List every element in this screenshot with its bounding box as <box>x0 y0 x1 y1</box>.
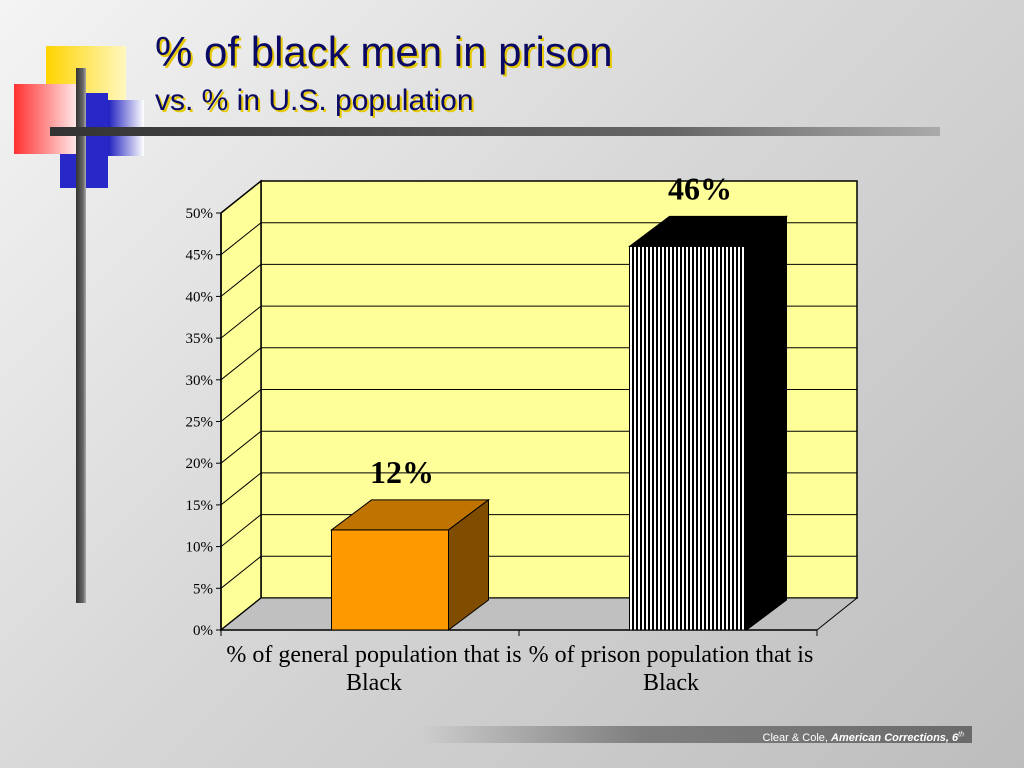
title: % of black men in prison <box>155 28 613 75</box>
subtitle: vs. % in U.S. population <box>155 84 474 117</box>
y-tick-label: 15% <box>186 498 214 514</box>
grid-line <box>220 180 857 214</box>
y-tick-label: 40% <box>186 289 214 305</box>
x-tick-label: % of general population that is Black <box>226 642 522 696</box>
y-tick-label: 20% <box>186 456 214 472</box>
footer-book: American Corrections, 6 <box>831 731 959 744</box>
x-tick-label: % of prison population that is Black <box>528 642 814 696</box>
y-tick-label: 35% <box>186 331 214 347</box>
grid-line <box>220 222 857 256</box>
value-label: 12% <box>370 454 434 490</box>
bar-front <box>629 245 747 631</box>
footer-authors: Clear & Cole, <box>762 731 828 744</box>
footer-sup: th <box>958 731 964 738</box>
y-tick-label: 30% <box>186 373 214 389</box>
y-tick-label: 50% <box>186 206 214 222</box>
y-tick-label: 5% <box>193 581 213 597</box>
value-label: 46% <box>668 170 732 206</box>
bar-side <box>746 215 787 631</box>
y-tick-label: 25% <box>186 415 214 431</box>
footer: Clear & Cole, American Corrections, 6th <box>420 726 972 744</box>
y-tick-label: 0% <box>193 623 213 639</box>
bar-front <box>331 529 449 631</box>
y-tick-label: 45% <box>186 248 214 264</box>
y-tick-label: 10% <box>186 540 214 556</box>
bar-side <box>448 498 489 631</box>
